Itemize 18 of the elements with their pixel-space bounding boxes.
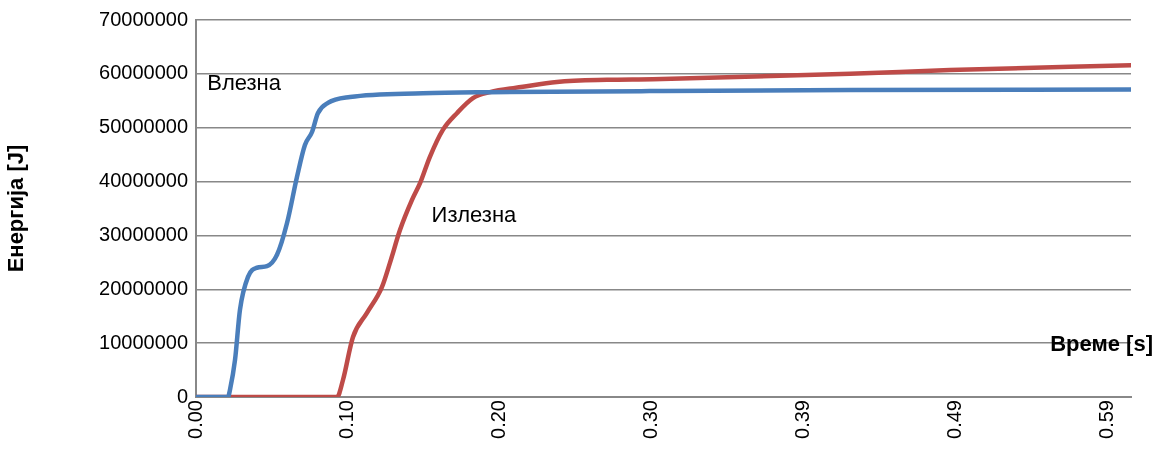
- y-tick-label: 0: [176, 384, 188, 407]
- x-tick-label: 0.30: [639, 400, 662, 439]
- series-label: Излезна: [431, 202, 518, 228]
- x-tick-label: 0.49: [943, 400, 966, 439]
- y-tick-label: 60000000: [99, 61, 188, 84]
- x-tick-label: 0.10: [335, 400, 358, 439]
- x-tick-label: 0.20: [487, 400, 510, 439]
- y-tick-label: 10000000: [99, 330, 188, 353]
- y-tick-label: 20000000: [99, 276, 188, 299]
- x-tick-label: 0.59: [1095, 400, 1118, 439]
- y-tick-label: 30000000: [99, 222, 188, 245]
- x-tick-label: 0.39: [791, 400, 814, 439]
- series-label: Влезна: [207, 70, 282, 96]
- y-tick-label: 40000000: [99, 169, 188, 192]
- y-tick-label: 50000000: [99, 115, 188, 138]
- x-axis-title: Време [s]: [1050, 331, 1153, 357]
- y-axis-title: Енергија [J]: [3, 144, 29, 273]
- y-tick-label: 70000000: [99, 7, 188, 30]
